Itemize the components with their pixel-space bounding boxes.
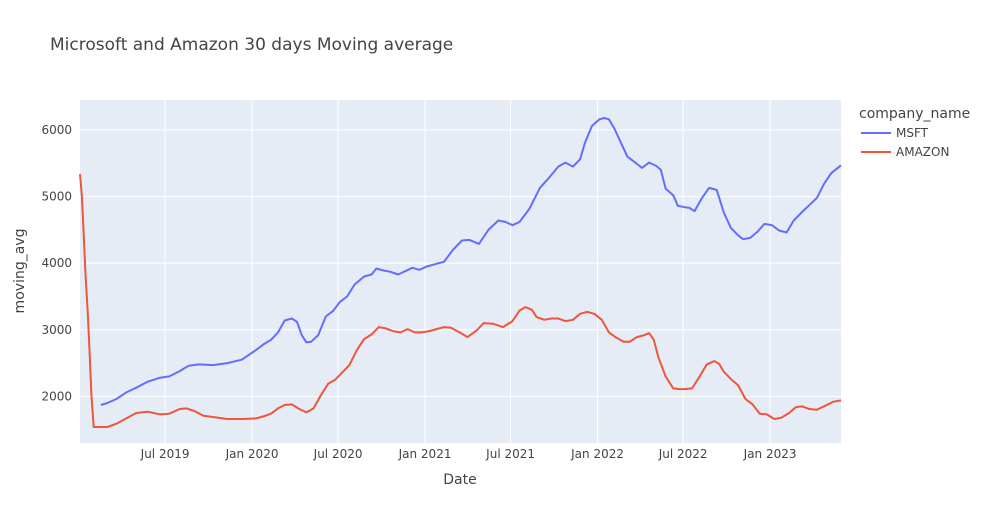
legend-label-msft: MSFT <box>896 126 929 140</box>
legend-title: company_name <box>859 106 970 122</box>
x-tick-label: Jul 2021 <box>485 447 535 461</box>
y-tick-label: 6000 <box>41 123 72 137</box>
chart-title: Microsoft and Amazon 30 days Moving aver… <box>50 35 453 55</box>
plot-area <box>80 100 841 443</box>
x-tick-label: Jan 2023 <box>743 447 797 461</box>
grid-lines <box>80 100 841 443</box>
series-line-msft <box>100 117 842 406</box>
series-line-amazon <box>79 173 842 428</box>
legend-label-amazon: AMAZON <box>896 145 949 159</box>
y-axis-ticks: 2000 3000 4000 5000 6000 <box>41 123 72 403</box>
series-lines <box>79 117 842 428</box>
y-tick-label: 4000 <box>41 256 72 270</box>
x-axis-ticks: Jul 2019 Jan 2020 Jul 2020 Jan 2021 Jul 2021… <box>140 447 797 461</box>
x-tick-label: Jan 2020 <box>225 447 279 461</box>
y-tick-label: 3000 <box>41 323 72 337</box>
x-tick-label: Jul 2020 <box>313 447 363 461</box>
x-axis-title: Date <box>443 472 476 488</box>
legend: company_name MSFT AMAZON <box>859 106 970 159</box>
y-axis-title: moving_avg <box>12 229 28 314</box>
x-tick-label: Jan 2022 <box>570 447 624 461</box>
x-tick-label: Jul 2019 <box>140 447 190 461</box>
x-tick-label: Jan 2021 <box>398 447 452 461</box>
y-tick-label: 2000 <box>41 389 72 403</box>
x-tick-label: Jul 2022 <box>658 447 708 461</box>
y-tick-label: 5000 <box>41 190 72 204</box>
